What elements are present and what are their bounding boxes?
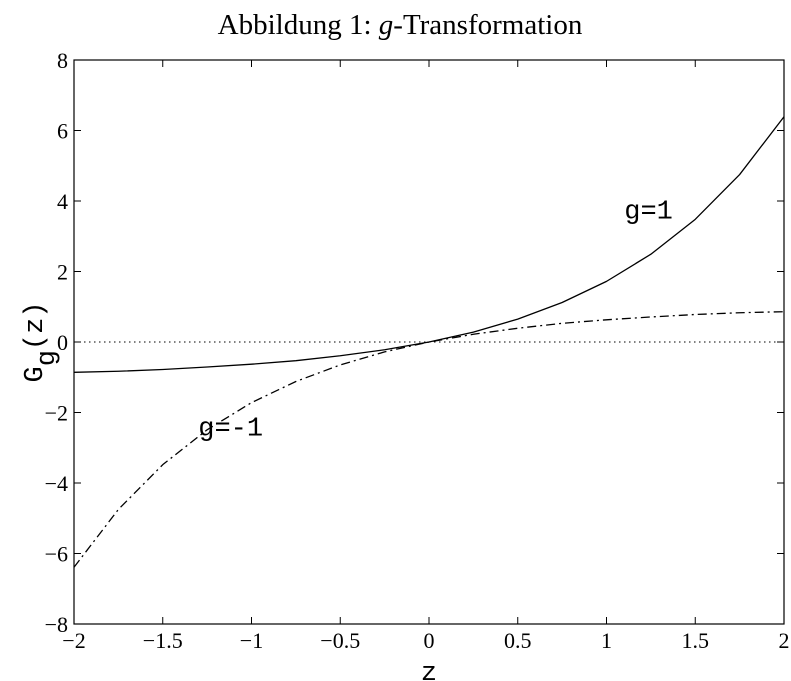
x-tick-label: −1 — [240, 628, 263, 653]
svg-text:Gg(z): Gg(z) — [21, 301, 63, 382]
y-axis-label: Gg(z) — [21, 301, 63, 382]
series-layer — [73, 116, 785, 568]
ticks-layer — [73, 59, 785, 625]
y-tick-label: −2 — [45, 401, 68, 426]
y-tick-label: 2 — [57, 260, 68, 285]
y-axis-label-main: G — [21, 366, 51, 382]
x-tick-label: 1.5 — [682, 628, 710, 653]
chart-title-suffix: -Transformation — [393, 9, 583, 41]
y-tick-label: 6 — [57, 119, 68, 144]
y-axis-label-subscript: g — [33, 350, 63, 366]
chart-title-variable: g — [379, 9, 394, 41]
x-tick-label: −1.5 — [143, 628, 183, 653]
y-tick-label: 4 — [57, 189, 68, 214]
chart-title: Abbildung 1: g-Transformation — [218, 9, 583, 41]
tick-labels-layer: −2 −1.5 −1 −0.5 0 0.5 1 1.5 2 −8 −6 −4 −2 0 2 4 6 8 — [45, 48, 790, 653]
series-line-g-minus-1 — [73, 311, 785, 568]
y-axis-label-argument: (z) — [21, 301, 51, 350]
annotation-g-minus-1: g=-1 — [198, 414, 263, 444]
y-tick-label: 8 — [57, 48, 68, 73]
x-tick-label: 0 — [424, 628, 435, 653]
x-axis-label: z — [421, 659, 437, 681]
y-tick-label: −8 — [45, 612, 68, 637]
y-tick-label: 0 — [57, 330, 68, 355]
x-tick-label: 0.5 — [504, 628, 532, 653]
chart-title-prefix: Abbildung 1: — [218, 9, 379, 41]
y-tick-label: −4 — [45, 471, 68, 496]
annotation-g-1: g=1 — [624, 198, 673, 228]
x-tick-label: −0.5 — [320, 628, 360, 653]
x-tick-label: 2 — [779, 628, 790, 653]
y-tick-label: −6 — [45, 542, 68, 567]
x-tick-label: 1 — [601, 628, 612, 653]
x-tick-label: −2 — [62, 628, 85, 653]
